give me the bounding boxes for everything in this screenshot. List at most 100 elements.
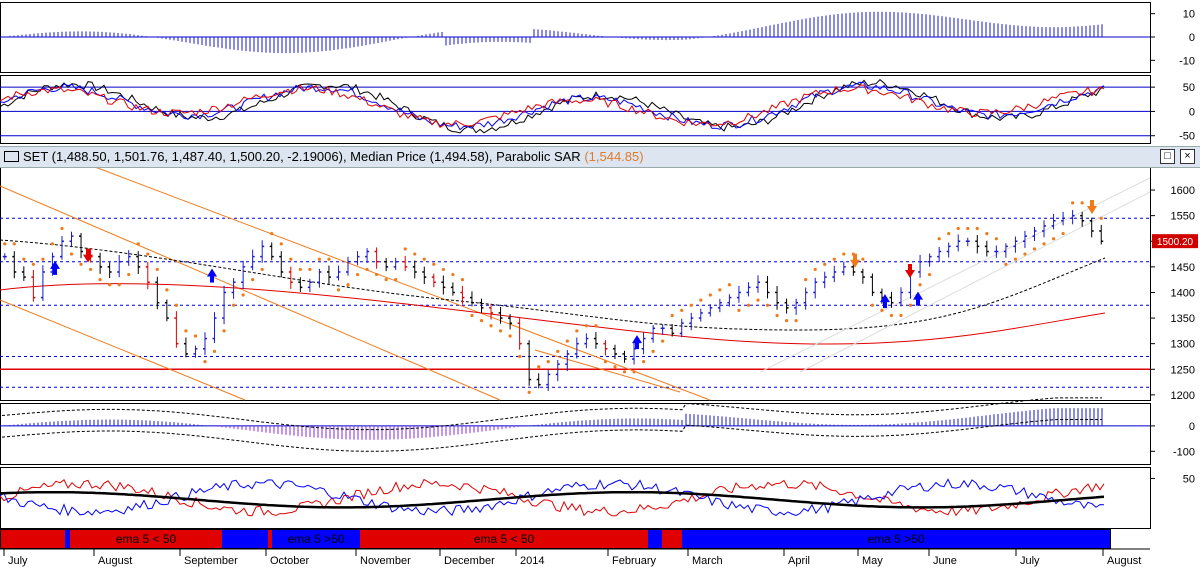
sar-dot [384, 278, 388, 282]
sar-dot [31, 262, 35, 266]
sar-dot [651, 349, 655, 353]
sar-dot [804, 278, 808, 282]
sar-dot [842, 252, 846, 256]
sar-dot [317, 257, 322, 261]
sar-dot [518, 354, 522, 359]
sar-dot [184, 329, 188, 333]
sar-dot [422, 257, 426, 261]
sar-dot [3, 242, 7, 246]
sar-dot [584, 324, 588, 328]
x-axis-label: 2014 [520, 555, 544, 567]
sar-dot [22, 257, 26, 261]
sar-dot [613, 365, 617, 369]
sar-dot [994, 237, 998, 241]
sar-dot [479, 319, 484, 323]
sar-dot [508, 334, 512, 338]
sar-dot [203, 359, 207, 364]
sar-dot [718, 288, 722, 292]
sar-dot [41, 257, 45, 261]
sar-dot [966, 226, 970, 231]
sell-arrow-icon [850, 253, 860, 268]
sar-dot [928, 272, 932, 277]
sar-dot [308, 267, 312, 272]
sar-dot [985, 231, 989, 236]
momentum-tick-label: 50 [1183, 473, 1195, 485]
sar-dot [680, 308, 684, 312]
x-axis-label: July [1020, 555, 1040, 567]
price-tick-label: 1200 [1171, 390, 1195, 402]
sar-dot [432, 262, 436, 266]
sar-dot [460, 278, 465, 282]
histogram-tick-label: 0 [1189, 32, 1195, 44]
x-axis-label: February [612, 555, 657, 567]
sar-dot [956, 226, 960, 231]
sar-dot [346, 283, 350, 287]
x-axis-label: August [1107, 555, 1141, 567]
sar-dot [594, 324, 598, 328]
sar-dot [603, 359, 608, 364]
sar-dot [689, 303, 693, 307]
pane-icon [4, 151, 19, 162]
sell-arrow-icon [83, 248, 93, 263]
ema-band-label: ema 5 >50 [867, 532, 924, 546]
sar-dot [641, 359, 646, 364]
ema-band-above [648, 529, 662, 548]
sar-dot [394, 278, 398, 282]
sar-dot [251, 278, 255, 282]
sar-dot [889, 313, 894, 318]
ema-band-above [65, 529, 70, 548]
sar-dot [556, 349, 560, 353]
price-tick-label: 1250 [1171, 364, 1195, 376]
sar-dot [1080, 201, 1084, 205]
stochastic-tick-label: 0 [1189, 106, 1195, 118]
sar-dot [565, 339, 569, 343]
sar-dot [737, 308, 741, 312]
sar-dot [975, 226, 979, 231]
sar-dot [527, 390, 531, 394]
sar-dot [336, 288, 341, 292]
sar-dot [1023, 252, 1027, 256]
x-axis-label: September [184, 555, 238, 567]
sar-dot [365, 267, 369, 272]
sar-dot [632, 370, 636, 374]
sar-dot [537, 365, 541, 369]
price-tick-label: 1300 [1171, 339, 1195, 351]
sar-dot [1013, 257, 1018, 261]
sar-dot [765, 303, 770, 307]
sar-dot [50, 242, 55, 246]
long-moving-average-line [0, 283, 1106, 345]
sar-dot [498, 329, 503, 333]
sar-dot [88, 267, 93, 272]
sar-dot [784, 319, 789, 323]
sar-dot [670, 313, 674, 318]
buy-arrow-icon [50, 260, 60, 275]
x-axis-label: October [270, 555, 309, 567]
sar-dot [12, 242, 16, 246]
ema-band-below [662, 529, 682, 548]
sar-readout: (1,544.85) [584, 149, 644, 164]
sar-dot [231, 303, 236, 307]
buy-arrow-icon [632, 335, 642, 350]
ema-band-above [272, 529, 360, 548]
close-icon[interactable]: × [1180, 149, 1195, 164]
sar-dot [375, 272, 379, 277]
sar-dot [918, 283, 922, 287]
sar-dot [575, 329, 579, 333]
sar-dot [60, 226, 64, 231]
sar-dot [756, 298, 760, 302]
channel-line-upper [94, 166, 711, 401]
sar-dot [413, 252, 417, 256]
sar-dot [1004, 262, 1008, 266]
sell-arrow-icon [1087, 199, 1097, 214]
macd-tick-label: -100 [1173, 446, 1195, 458]
maximize-icon[interactable]: □ [1160, 149, 1175, 164]
sar-dot [193, 334, 198, 338]
sar-dot [69, 252, 74, 256]
sar-dot [260, 267, 264, 272]
median-average-line [0, 239, 1106, 331]
price-panel [0, 167, 1151, 401]
sar-dot [708, 293, 712, 297]
price-tick-label: 1350 [1171, 313, 1195, 325]
buy-arrow-icon [913, 291, 923, 306]
sar-dot [298, 267, 302, 272]
